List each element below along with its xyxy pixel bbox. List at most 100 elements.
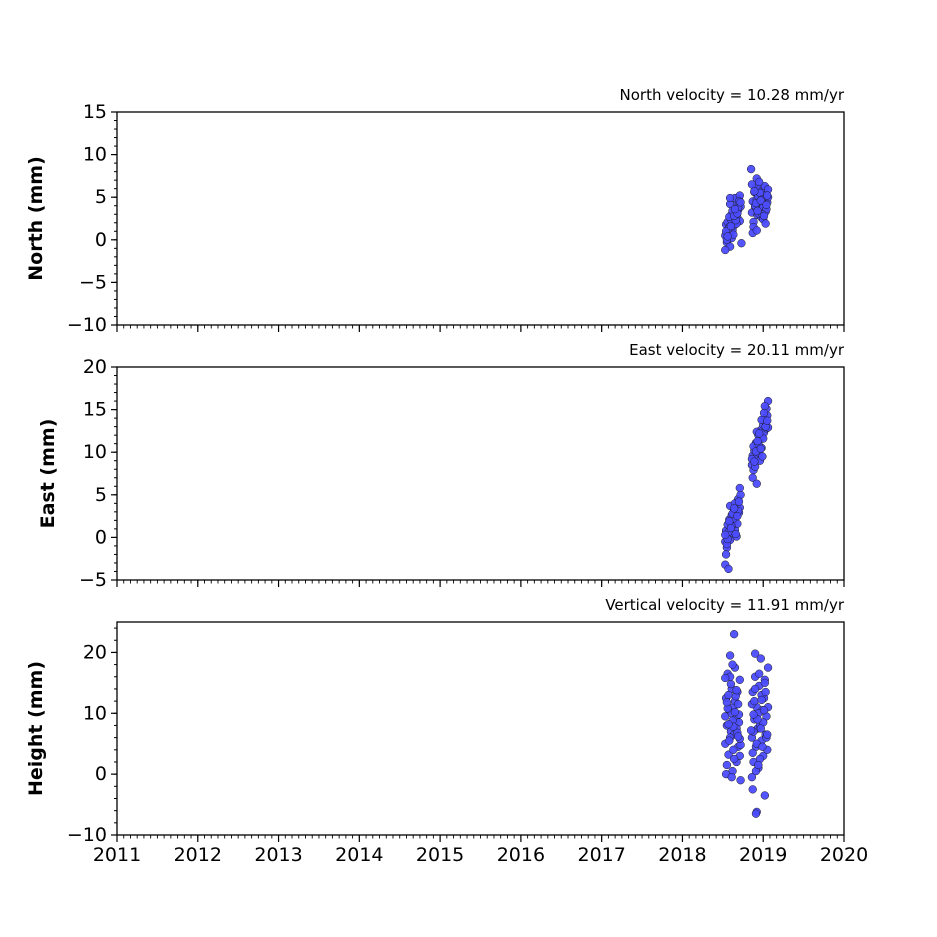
height-plot-frame [116,621,845,836]
data-point [722,698,732,707]
data-point [756,196,765,205]
y-tick-label: 5 [95,484,107,506]
x-tick-label: 2015 [416,844,464,866]
y-tick-label: −10 [67,314,107,336]
data-point [736,776,745,785]
x-tick-label: 2018 [658,844,706,866]
north-points [721,164,773,255]
y-tick-label: 20 [83,356,107,378]
data-point [752,479,761,488]
y-tick-label: −10 [67,824,107,846]
data-point [734,497,744,506]
data-point [750,457,759,466]
data-point [763,416,772,425]
north-plot-frame [116,111,845,326]
data-point [746,164,756,174]
data-point [751,809,761,818]
data-point [750,684,760,694]
data-point [756,444,765,453]
data-point [759,706,769,715]
data-point [758,452,767,461]
data-point [735,483,744,493]
y-tick-label: 0 [95,526,107,548]
data-point [763,663,773,672]
data-point [730,707,740,717]
height-points [721,630,773,818]
y-tick-label: 15 [83,399,107,421]
data-point [762,200,771,210]
data-point [746,726,756,735]
data-point [750,696,759,706]
data-point [734,732,743,741]
data-point [756,724,765,733]
y-tick-label: 10 [83,702,107,724]
data-point [761,687,770,697]
data-point [731,529,740,539]
y-tick-label: 15 [83,101,107,123]
data-point [763,730,772,739]
data-point [760,791,769,800]
data-point [729,754,739,764]
x-tick-label: 2017 [577,844,625,866]
data-point [729,630,739,639]
data-point [759,211,769,221]
data-point [726,679,736,689]
data-point [733,511,742,521]
x-tick-label: 2014 [335,844,383,866]
y-tick-label: 20 [83,641,107,663]
x-tick-label: 2013 [254,844,302,866]
data-point [755,669,764,678]
x-tick-label: 2019 [739,844,787,866]
data-point [721,245,730,255]
data-point [725,517,734,526]
data-point [753,206,762,215]
data-point [748,748,757,757]
data-point [729,745,738,754]
data-point [755,177,764,187]
data-point [757,695,766,705]
y-tick-label: 5 [95,186,107,208]
east-axis-label: East (mm) [37,419,59,529]
data-point [734,700,743,709]
vertical-velocity-label: Vertical velocity = 11.91 mm/yr [605,596,845,614]
x-tick-label: 2011 [93,844,141,866]
data-point [754,760,763,770]
data-point [725,193,735,203]
data-point [721,550,731,559]
y-tick-label: −5 [79,271,107,293]
height-axis-label: Height (mm) [25,661,47,796]
data-point [747,773,757,782]
east-plot-frame [116,366,845,581]
data-point [721,673,730,683]
data-point [755,429,764,438]
data-point [721,530,730,539]
data-point [758,742,767,751]
data-point [730,204,740,214]
data-point [736,198,745,207]
y-tick-label: 0 [95,763,107,785]
data-point [732,686,741,695]
data-point [724,690,733,700]
data-point [724,720,733,729]
data-point [756,654,765,663]
data-point [748,473,757,482]
data-point [763,191,772,200]
x-tick-label: 2016 [497,844,545,866]
data-point [729,504,739,513]
data-point [722,760,732,770]
data-point [750,649,760,658]
north-panel: 15 10 5 0 −5 −10 North velocity = 10.28 mm/yr… [25,86,845,336]
data-point [749,710,758,719]
x-tick-label: 2012 [174,844,222,866]
east-ticks: 20 15 10 5 0 −5 [79,356,845,591]
data-point [726,222,736,231]
data-point [753,436,762,446]
data-point [761,219,770,228]
data-point [760,678,769,688]
north-axis-label: North (mm) [25,156,47,281]
y-tick-label: 0 [95,229,107,251]
data-point [737,239,746,248]
